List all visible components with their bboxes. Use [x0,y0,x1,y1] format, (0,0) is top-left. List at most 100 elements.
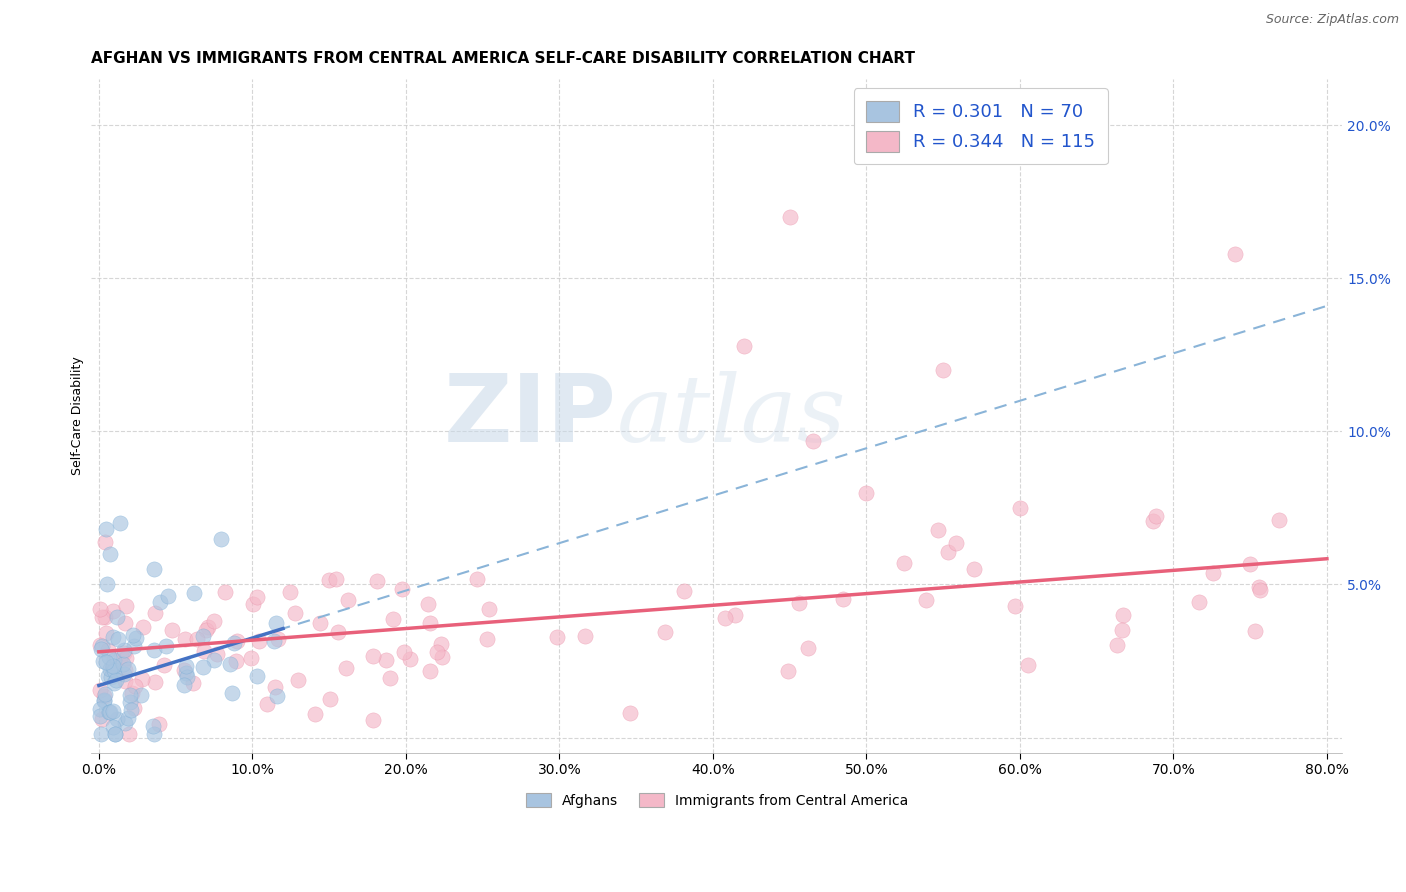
Point [118,695,141,709]
Point [105,610,128,624]
Point [94,610,117,624]
Point [478,602,501,616]
Point [90,641,112,656]
Point [118,689,141,703]
Point [1142,514,1164,528]
Point [125,632,148,646]
Point [176,670,198,684]
Point [105,713,128,727]
Point [932,363,955,377]
Point [246,590,269,604]
Point [266,690,288,704]
Point [120,703,142,717]
Point [94,655,117,669]
Point [103,664,125,678]
Point [378,671,401,685]
Point [284,606,307,620]
Point [778,664,800,678]
Point [160,623,183,637]
Point [104,727,127,741]
Point [319,692,342,706]
Point [89,601,111,615]
Point [143,675,166,690]
Point [89,709,111,723]
Point [1008,500,1031,515]
Point [287,673,309,687]
Point [335,661,357,675]
Point [1268,513,1291,527]
Text: AFGHAN VS IMMIGRANTS FROM CENTRAL AMERICA SELF-CARE DISABILITY CORRELATION CHART: AFGHAN VS IMMIGRANTS FROM CENTRAL AMERIC… [91,51,915,66]
Point [117,711,139,725]
Point [226,634,249,648]
Point [155,640,177,654]
Point [173,663,195,677]
Point [101,664,124,678]
Point [202,615,225,629]
Point [326,624,349,639]
Point [1247,580,1270,594]
Point [1144,509,1167,524]
Point [1105,638,1128,652]
Point [90,610,112,624]
Point [132,620,155,634]
Point [98,547,121,561]
Point [98,662,121,676]
Point [91,712,114,726]
Point [183,586,205,600]
Point [191,659,214,673]
Point [110,648,132,663]
Point [156,589,179,603]
Point [117,662,139,676]
Point [108,516,131,531]
Point [430,650,453,665]
Point [89,683,111,698]
Point [205,648,228,662]
Point [93,693,115,707]
Point [218,657,240,671]
Point [278,584,301,599]
Point [221,686,243,700]
Point [103,704,125,718]
Point [796,640,818,655]
Point [214,585,236,599]
Point [1111,624,1133,638]
Point [246,669,269,683]
Point [114,599,136,613]
Point [107,632,129,646]
Point [419,616,441,631]
Point [247,633,270,648]
Point [475,632,498,646]
Point [779,210,801,224]
Point [100,670,122,684]
Point [672,584,695,599]
Point [1112,607,1135,622]
Point [418,664,440,678]
Point [124,680,146,694]
Point [391,582,413,597]
Point [225,654,247,668]
Point [209,532,232,546]
Point [174,666,197,681]
Text: atlas: atlas [617,371,846,461]
Point [101,604,124,618]
Point [240,651,263,665]
Point [426,644,449,658]
Point [789,597,811,611]
Point [122,639,145,653]
Text: ZIP: ZIP [444,370,617,462]
Point [242,597,264,611]
Point [186,632,208,647]
Point [619,706,641,720]
Point [103,676,125,690]
Y-axis label: Self-Care Disability: Self-Care Disability [72,357,84,475]
Point [801,434,824,449]
Point [374,652,396,666]
Point [96,522,118,536]
Point [733,339,755,353]
Point [173,678,195,692]
Point [112,657,135,672]
Point [101,659,124,673]
Point [143,606,166,620]
Point [94,534,117,549]
Point [1202,566,1225,580]
